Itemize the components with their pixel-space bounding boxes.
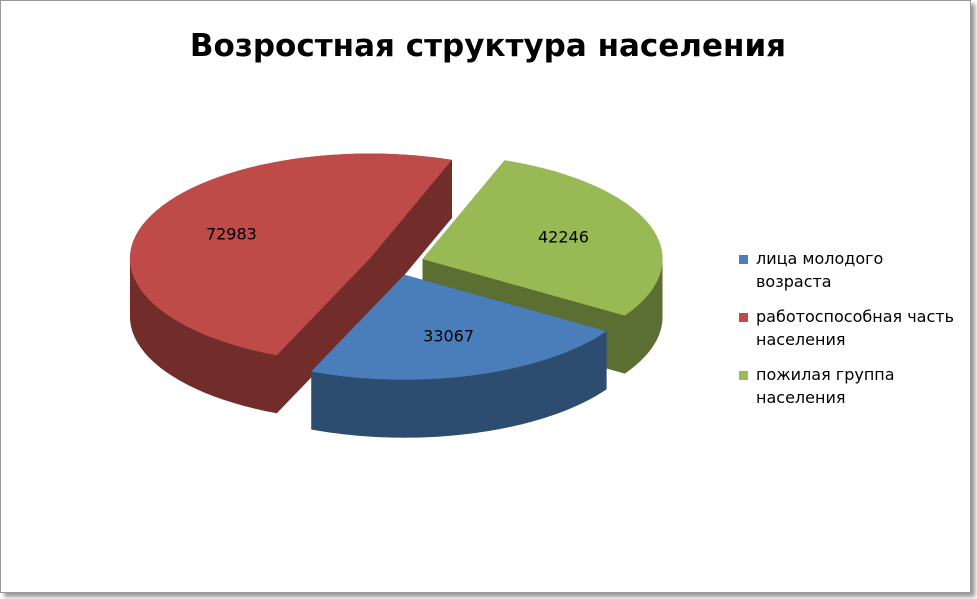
legend-entry: работоспособная часть населения xyxy=(739,305,964,351)
legend-swatch xyxy=(739,371,748,380)
chart: Возростная структура населения 42246 3306… xyxy=(129,28,786,438)
slice xyxy=(311,274,607,438)
legend-entry: пожилая группа населения xyxy=(739,363,964,409)
value-label: 72983 xyxy=(206,224,257,243)
value-label: 42246 xyxy=(538,228,589,247)
legend: лица молодого возраста работоспособная ча… xyxy=(739,247,964,421)
slice-top xyxy=(129,153,453,356)
legend-entry: лица молодого возраста xyxy=(739,247,964,293)
legend-label: пожилая группа населения xyxy=(756,365,895,407)
chart-title: Возростная структура населения xyxy=(190,28,786,64)
legend-label: работоспособная часть населения xyxy=(756,307,955,349)
slice-top xyxy=(422,160,663,316)
slice-top xyxy=(311,274,607,380)
value-label: 33067 xyxy=(423,326,474,345)
legend-label: лица молодого возраста xyxy=(756,249,884,291)
legend-swatch xyxy=(739,255,748,264)
slice xyxy=(129,153,453,414)
legend-swatch xyxy=(739,313,748,322)
